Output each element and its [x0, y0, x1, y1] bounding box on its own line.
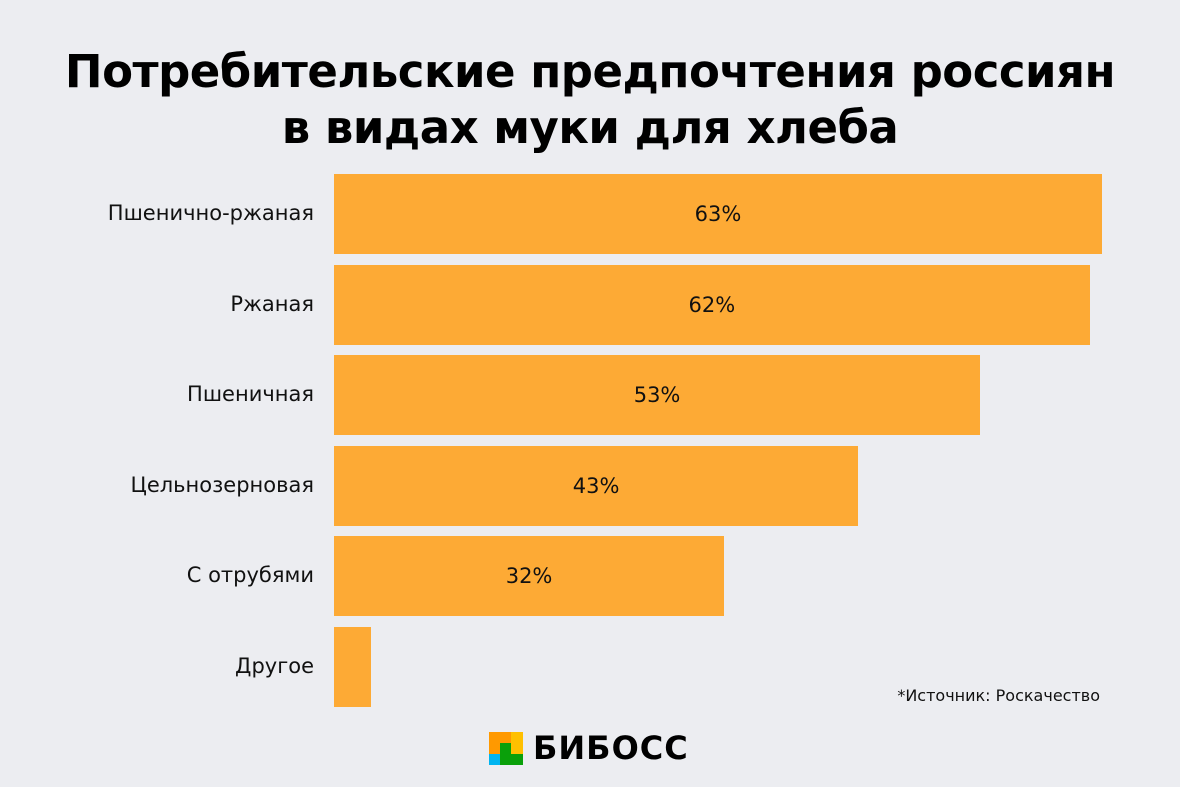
category-label: Пшенично-ржаная [107, 201, 314, 225]
chart-title-line-2: в видах муки для хлеба [281, 101, 899, 154]
data-label: 62% [688, 292, 736, 317]
category-label: Другое [235, 654, 314, 678]
bar [334, 627, 371, 707]
bar [334, 174, 1102, 254]
category-label: Ржаная [230, 291, 314, 316]
data-label: 63% [694, 202, 742, 226]
category-label: Пшеничная [187, 382, 314, 407]
source-note: *Источник: Роскачество [897, 686, 1100, 705]
logo-text: БИБОСС [533, 729, 689, 767]
logo: БИБОСС [489, 731, 689, 765]
chart-title: Потребительские предпочтения россиян в в… [0, 44, 1180, 156]
logo-icon [489, 731, 523, 765]
data-label: 53% [633, 383, 681, 408]
bar [334, 355, 981, 436]
category-label: С отрубями [186, 563, 314, 588]
chart-title-line-1: Потребительские предпочтения россиян [64, 45, 1116, 98]
bar [334, 445, 859, 526]
data-label: 32% [505, 564, 553, 589]
bar [334, 536, 725, 617]
category-label: Цельнозерновая [130, 472, 314, 497]
bar [334, 264, 1090, 345]
data-label: 43% [572, 473, 620, 498]
